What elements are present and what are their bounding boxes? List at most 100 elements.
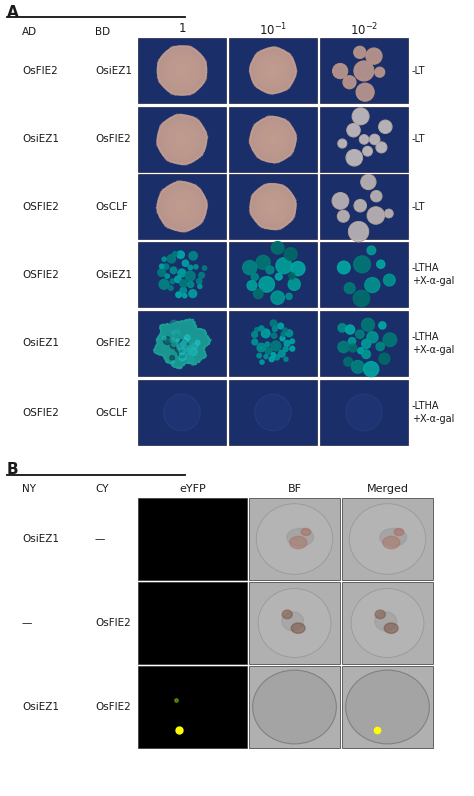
Text: OsFIE2: OsFIE2 <box>22 65 58 76</box>
Circle shape <box>168 57 196 84</box>
Circle shape <box>252 332 257 338</box>
Circle shape <box>172 331 174 334</box>
Circle shape <box>259 276 274 292</box>
Circle shape <box>157 181 207 231</box>
Ellipse shape <box>346 670 429 744</box>
Circle shape <box>375 68 384 77</box>
Text: OsFIE2: OsFIE2 <box>95 618 131 628</box>
Circle shape <box>284 341 290 346</box>
Circle shape <box>180 280 187 287</box>
Circle shape <box>256 54 289 87</box>
Circle shape <box>354 46 366 58</box>
Circle shape <box>159 116 205 162</box>
Circle shape <box>365 278 380 293</box>
Circle shape <box>247 280 257 291</box>
Circle shape <box>270 67 276 74</box>
Bar <box>249 666 340 748</box>
Circle shape <box>178 269 186 277</box>
Circle shape <box>157 115 207 164</box>
Circle shape <box>250 48 296 93</box>
Bar <box>138 174 226 239</box>
Circle shape <box>358 348 364 353</box>
Text: OsCLF: OsCLF <box>95 201 128 212</box>
Circle shape <box>254 187 292 226</box>
Circle shape <box>263 130 283 150</box>
Circle shape <box>338 341 349 353</box>
Circle shape <box>364 361 379 377</box>
Circle shape <box>168 126 196 154</box>
Text: eYFP: eYFP <box>179 484 206 494</box>
Circle shape <box>371 191 382 201</box>
Circle shape <box>271 291 284 304</box>
Circle shape <box>343 76 356 88</box>
Circle shape <box>268 65 278 76</box>
Circle shape <box>191 342 198 349</box>
Circle shape <box>161 49 203 92</box>
Circle shape <box>164 337 171 345</box>
Circle shape <box>177 201 187 212</box>
Circle shape <box>276 258 292 274</box>
Ellipse shape <box>256 504 333 574</box>
Circle shape <box>189 290 197 298</box>
Circle shape <box>196 279 202 284</box>
Circle shape <box>165 274 169 279</box>
Circle shape <box>264 355 268 359</box>
Circle shape <box>354 61 374 81</box>
Circle shape <box>179 136 185 143</box>
Circle shape <box>344 283 355 294</box>
Circle shape <box>265 342 270 346</box>
Circle shape <box>347 123 360 137</box>
Circle shape <box>349 344 357 352</box>
Circle shape <box>257 343 265 352</box>
Ellipse shape <box>384 623 398 634</box>
Ellipse shape <box>349 504 426 574</box>
Circle shape <box>354 200 366 212</box>
Circle shape <box>260 127 286 153</box>
Circle shape <box>175 132 189 146</box>
Circle shape <box>278 323 283 329</box>
Text: 1: 1 <box>178 22 186 35</box>
Text: $10^{-1}$: $10^{-1}$ <box>259 22 287 38</box>
Circle shape <box>170 342 176 349</box>
Circle shape <box>265 62 281 79</box>
Polygon shape <box>249 116 297 163</box>
Ellipse shape <box>291 623 305 634</box>
Bar <box>138 107 226 172</box>
Circle shape <box>182 294 187 298</box>
Circle shape <box>170 267 177 274</box>
Bar <box>138 242 226 307</box>
Circle shape <box>176 292 182 298</box>
Bar <box>229 311 317 376</box>
Circle shape <box>258 56 288 85</box>
Bar <box>320 107 408 172</box>
Text: OsFIE2: OsFIE2 <box>95 135 131 145</box>
Ellipse shape <box>282 612 304 630</box>
Bar <box>342 582 433 664</box>
Text: OsiEZ1: OsiEZ1 <box>22 702 59 712</box>
Circle shape <box>175 200 189 213</box>
Circle shape <box>180 341 186 347</box>
Text: OsCLF: OsCLF <box>95 408 128 417</box>
Circle shape <box>346 394 382 431</box>
Circle shape <box>266 266 274 274</box>
Circle shape <box>273 326 277 331</box>
Circle shape <box>269 357 274 361</box>
Circle shape <box>288 279 301 291</box>
Circle shape <box>177 345 180 348</box>
Bar <box>138 311 226 376</box>
Circle shape <box>263 197 283 217</box>
Circle shape <box>262 59 284 82</box>
Circle shape <box>173 331 176 334</box>
Circle shape <box>185 271 195 281</box>
Polygon shape <box>153 319 211 369</box>
Bar <box>320 38 408 103</box>
Bar <box>138 38 226 103</box>
Circle shape <box>188 357 194 363</box>
Bar <box>229 38 317 103</box>
Circle shape <box>159 279 169 289</box>
Circle shape <box>166 123 198 155</box>
Circle shape <box>161 185 203 228</box>
Circle shape <box>272 69 274 72</box>
Circle shape <box>172 129 192 150</box>
Circle shape <box>171 340 178 346</box>
